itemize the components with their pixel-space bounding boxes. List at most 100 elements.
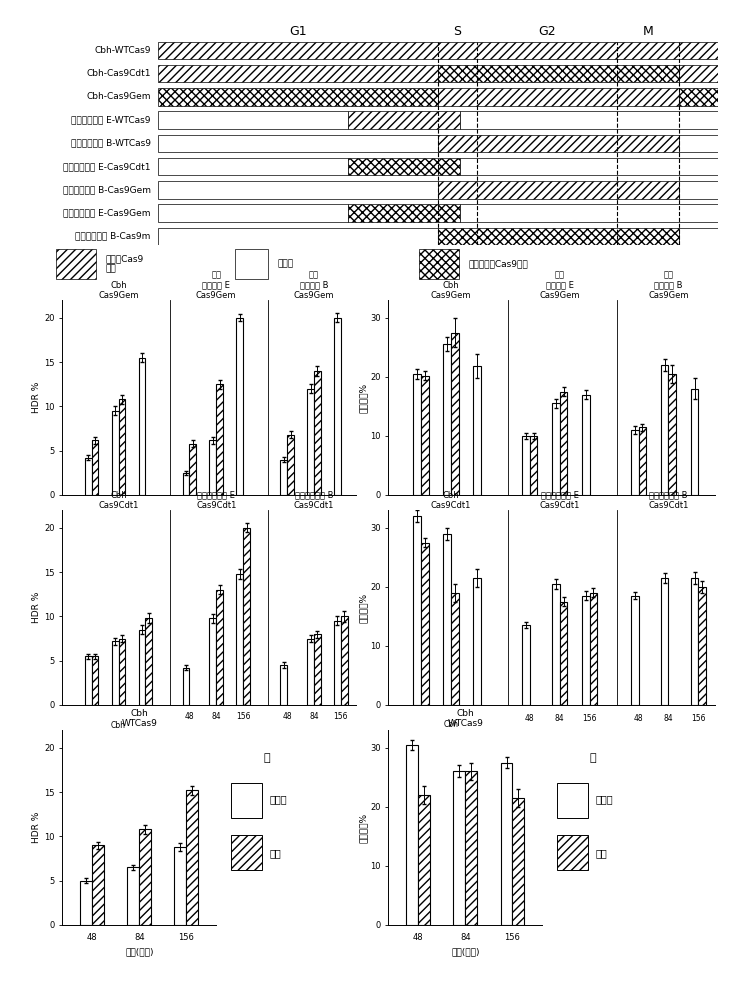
Bar bbox=[413, 516, 421, 705]
Text: 非模板: 非模板 bbox=[269, 794, 287, 804]
Bar bbox=[174, 847, 186, 925]
Text: 84: 84 bbox=[555, 714, 564, 723]
Text: 细胞周期蛋白 B-Cas9Gem: 细胞周期蛋白 B-Cas9Gem bbox=[63, 185, 151, 194]
Y-axis label: HDR %: HDR % bbox=[32, 592, 41, 623]
Bar bbox=[474, 578, 481, 705]
Text: G1: G1 bbox=[289, 25, 306, 38]
Bar bbox=[451, 332, 459, 495]
Bar bbox=[235, 249, 268, 279]
Bar bbox=[679, 228, 718, 245]
Bar bbox=[236, 574, 243, 705]
Bar bbox=[699, 587, 706, 705]
Bar bbox=[552, 403, 560, 495]
Text: Cbh-Cas9Cdt1: Cbh-Cas9Cdt1 bbox=[86, 69, 151, 78]
Y-axis label: 插入缺失%: 插入缺失% bbox=[358, 812, 367, 843]
Bar bbox=[406, 745, 419, 925]
Text: M: M bbox=[643, 25, 654, 38]
Bar bbox=[348, 111, 460, 129]
Text: 156: 156 bbox=[691, 714, 706, 723]
Bar bbox=[158, 111, 348, 129]
Text: 细胞周期蛋白 B
Cas9Cdt1: 细胞周期蛋白 B Cas9Cdt1 bbox=[295, 511, 332, 530]
Bar bbox=[119, 399, 125, 495]
Bar bbox=[314, 634, 321, 705]
Bar bbox=[128, 867, 139, 925]
Text: 细胞周期蛋白 E-WTCas9: 细胞周期蛋白 E-WTCas9 bbox=[71, 116, 151, 125]
Text: Cbh
Cas9Cdt1: Cbh Cas9Cdt1 bbox=[100, 511, 137, 530]
X-axis label: 时间(小时): 时间(小时) bbox=[452, 947, 479, 956]
Bar bbox=[186, 790, 198, 925]
Text: Cbh
Cas9Cdt1: Cbh Cas9Cdt1 bbox=[98, 491, 139, 510]
Bar bbox=[679, 135, 718, 152]
Text: Cbh
WTCas9: Cbh WTCas9 bbox=[435, 720, 466, 739]
Y-axis label: 插入缺失%: 插入缺失% bbox=[358, 382, 367, 413]
Bar bbox=[236, 318, 243, 495]
Bar bbox=[85, 458, 92, 495]
Text: 细胞周期蛋白 B-Cas9m: 细胞周期蛋白 B-Cas9m bbox=[75, 232, 151, 241]
Text: 156: 156 bbox=[334, 712, 348, 721]
Bar bbox=[557, 783, 589, 818]
Text: 细胞周期蛋白 E
Cas9Cdt1: 细胞周期蛋白 E Cas9Cdt1 bbox=[196, 491, 237, 510]
Bar bbox=[85, 656, 92, 705]
Bar bbox=[158, 135, 438, 152]
Text: 去稳定化的Cas9表达: 去稳定化的Cas9表达 bbox=[469, 259, 528, 268]
Bar bbox=[438, 135, 679, 152]
Text: 细胞周期蛋白 E
Cas9Cdt1: 细胞周期蛋白 E Cas9Cdt1 bbox=[198, 511, 235, 530]
Bar bbox=[638, 427, 647, 495]
Bar bbox=[216, 590, 223, 705]
Bar bbox=[557, 835, 589, 870]
Bar bbox=[679, 88, 718, 106]
Y-axis label: HDR %: HDR % bbox=[32, 812, 41, 843]
Bar bbox=[512, 798, 524, 925]
Bar bbox=[334, 318, 341, 495]
Text: Cbh
Cas9Cdt1: Cbh Cas9Cdt1 bbox=[432, 510, 469, 529]
Text: Cbh
Cas9Gem: Cbh Cas9Gem bbox=[431, 281, 471, 300]
Text: Cbh
Cas9Gem: Cbh Cas9Gem bbox=[98, 281, 139, 300]
Bar bbox=[465, 771, 477, 925]
Text: Cbh-Cas9Gem: Cbh-Cas9Gem bbox=[86, 92, 151, 101]
Bar bbox=[460, 158, 718, 175]
Bar bbox=[287, 435, 294, 495]
Bar bbox=[158, 65, 438, 82]
Bar bbox=[679, 65, 718, 82]
Bar bbox=[501, 762, 512, 925]
Bar bbox=[189, 444, 196, 495]
Bar bbox=[216, 384, 223, 495]
Text: 细胞周期蛋白 E-Cas9Gem: 细胞周期蛋白 E-Cas9Gem bbox=[63, 209, 151, 218]
Bar bbox=[158, 42, 718, 59]
Text: 非模板: 非模板 bbox=[595, 794, 613, 804]
Text: Cbh
Cas9Cdt1: Cbh Cas9Cdt1 bbox=[431, 491, 471, 510]
Bar bbox=[307, 639, 314, 705]
Bar bbox=[413, 374, 421, 495]
Bar bbox=[631, 596, 638, 705]
Y-axis label: 插入缺失%: 插入缺失% bbox=[358, 592, 367, 623]
Text: 84: 84 bbox=[309, 712, 319, 721]
Bar bbox=[679, 181, 718, 199]
Bar bbox=[314, 371, 321, 495]
Text: 48: 48 bbox=[634, 714, 644, 723]
Bar bbox=[145, 618, 152, 705]
Text: 模板: 模板 bbox=[269, 848, 281, 858]
Bar bbox=[243, 528, 250, 705]
Bar bbox=[438, 88, 679, 106]
Bar bbox=[139, 358, 145, 495]
Bar bbox=[589, 593, 597, 705]
Text: 48: 48 bbox=[282, 712, 292, 721]
Bar bbox=[92, 845, 104, 925]
Text: Cbh
WTCas9: Cbh WTCas9 bbox=[448, 709, 483, 728]
Text: 稳定的Cas9
表达: 稳定的Cas9 表达 bbox=[106, 254, 144, 274]
Bar bbox=[158, 88, 438, 106]
Bar bbox=[454, 771, 465, 925]
Text: 细胞
周期蛋白 B
Cas9Gem: 细胞 周期蛋白 B Cas9Gem bbox=[294, 270, 334, 300]
Bar bbox=[111, 641, 119, 705]
Text: 细胞周期蛋白 E
Cas9Cdt1: 细胞周期蛋白 E Cas9Cdt1 bbox=[539, 491, 580, 510]
Text: 156: 156 bbox=[583, 714, 597, 723]
Text: 84: 84 bbox=[211, 712, 221, 721]
Bar bbox=[421, 542, 429, 705]
Bar bbox=[421, 376, 429, 495]
Bar bbox=[139, 630, 145, 705]
Bar bbox=[80, 881, 92, 925]
Bar bbox=[522, 436, 530, 495]
Bar bbox=[438, 228, 679, 245]
Bar bbox=[419, 249, 459, 279]
Text: 细胞周期蛋白 E-Cas9Cdt1: 细胞周期蛋白 E-Cas9Cdt1 bbox=[63, 162, 151, 171]
